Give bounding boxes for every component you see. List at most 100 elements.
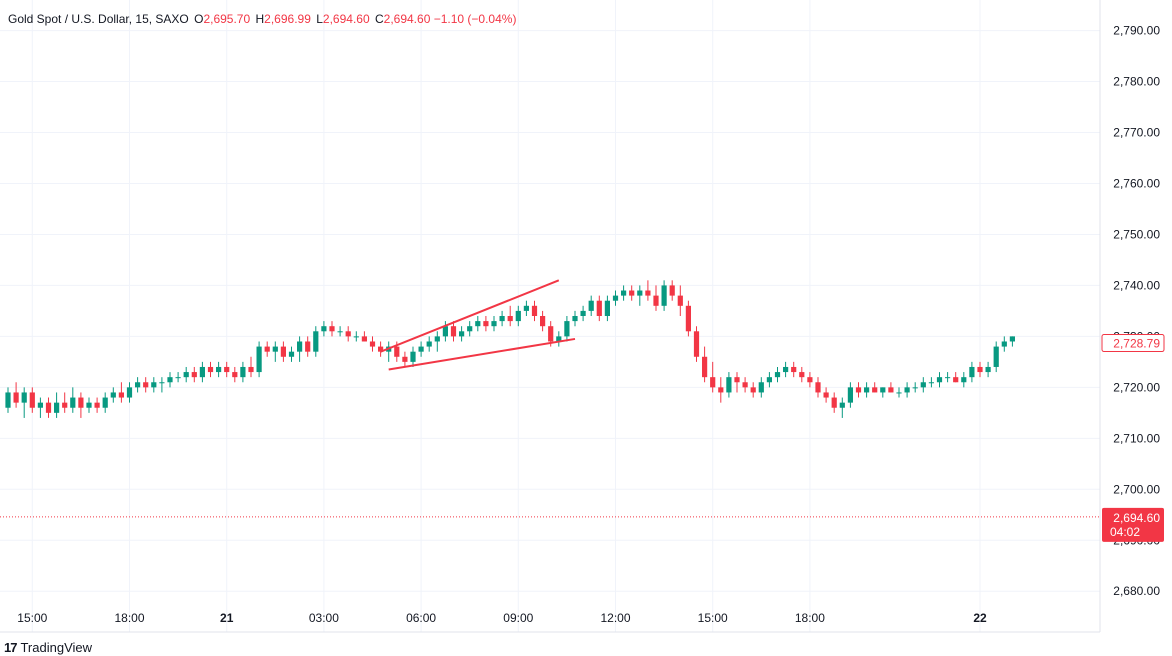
candle-body bbox=[791, 366, 797, 373]
candle-body bbox=[369, 341, 376, 347]
candle-body bbox=[329, 326, 335, 332]
candle-body bbox=[588, 300, 594, 311]
candle-up bbox=[523, 300, 529, 316]
candle-up bbox=[588, 295, 594, 316]
candle-body bbox=[256, 346, 262, 373]
candle-down bbox=[718, 377, 724, 403]
candle-body bbox=[467, 326, 473, 332]
candle-down bbox=[540, 310, 546, 332]
candle-body bbox=[321, 326, 327, 332]
candle-body bbox=[847, 387, 853, 403]
candle-down bbox=[264, 341, 270, 357]
candle-body bbox=[742, 382, 748, 388]
candle-up bbox=[726, 372, 732, 398]
candle-down bbox=[29, 387, 35, 413]
candle-up bbox=[313, 326, 319, 357]
candle-down bbox=[685, 300, 691, 337]
candle-down bbox=[629, 285, 635, 301]
low-value: 2,694.60 bbox=[322, 12, 370, 26]
candle-body bbox=[572, 316, 578, 322]
candle-up bbox=[86, 397, 92, 413]
candle-up bbox=[126, 382, 133, 403]
candle-body bbox=[815, 382, 821, 393]
candle-body bbox=[920, 382, 926, 388]
candle-up bbox=[1009, 336, 1015, 347]
price-tick-label: 2,770.00 bbox=[1113, 126, 1160, 140]
candle-up bbox=[353, 331, 359, 342]
candle-down bbox=[710, 361, 716, 393]
candle-body bbox=[288, 351, 295, 357]
candle-body bbox=[548, 326, 554, 342]
time-tick-label: 18:00 bbox=[795, 611, 825, 625]
candle-down bbox=[531, 300, 538, 322]
candle-down bbox=[799, 366, 805, 383]
candle-body bbox=[604, 300, 610, 316]
candle-body bbox=[450, 326, 457, 337]
candle-body bbox=[135, 382, 141, 388]
candle-up bbox=[21, 387, 27, 418]
candle-up bbox=[621, 285, 627, 301]
candle-down bbox=[734, 372, 740, 393]
candle-body bbox=[718, 387, 724, 393]
candle-up bbox=[54, 392, 60, 418]
price-tick-label: 2,780.00 bbox=[1113, 75, 1160, 89]
candle-body bbox=[118, 392, 124, 398]
candle-body bbox=[961, 377, 967, 383]
candles-group bbox=[5, 280, 1015, 418]
candle-up bbox=[151, 377, 157, 393]
candle-body bbox=[54, 402, 60, 413]
change-value: −1.10 (−0.04%) bbox=[433, 12, 517, 26]
time-tick-label: 09:00 bbox=[503, 611, 533, 625]
candle-down bbox=[143, 377, 149, 393]
price-tick-label: 2,750.00 bbox=[1113, 227, 1160, 241]
candle-up bbox=[297, 336, 303, 362]
time-tick-label: 18:00 bbox=[114, 611, 144, 625]
last-price-tag-box bbox=[1101, 334, 1165, 353]
candle-up bbox=[920, 377, 926, 393]
candle-up bbox=[1001, 336, 1007, 352]
candle-up bbox=[410, 346, 416, 367]
candle-down bbox=[693, 326, 700, 362]
candle-up bbox=[515, 305, 521, 327]
candle-body bbox=[580, 310, 586, 316]
tradingview-brand[interactable]: 17 TradingView bbox=[4, 640, 92, 655]
candle-body bbox=[556, 336, 562, 342]
candle-down bbox=[62, 392, 68, 413]
candle-body bbox=[531, 305, 538, 316]
candle-up bbox=[572, 310, 578, 327]
candle-up bbox=[321, 321, 327, 337]
candle-up bbox=[847, 382, 853, 408]
candle-down bbox=[855, 382, 862, 398]
candle-body bbox=[774, 372, 781, 378]
candle-up bbox=[418, 341, 424, 357]
candle-up bbox=[167, 372, 173, 388]
candle-body bbox=[1001, 341, 1007, 347]
candle-body bbox=[62, 402, 68, 408]
candle-up bbox=[993, 341, 999, 373]
time-tick-label: 15:00 bbox=[698, 611, 728, 625]
candle-down bbox=[345, 326, 351, 342]
candle-body bbox=[985, 366, 991, 373]
candle-down bbox=[280, 341, 286, 362]
candle-up bbox=[199, 361, 205, 383]
candle-body bbox=[159, 382, 165, 384]
candle-up bbox=[386, 341, 392, 362]
candle-up bbox=[766, 372, 772, 388]
candle-up bbox=[961, 372, 967, 388]
candle-down bbox=[361, 331, 367, 342]
candle-up bbox=[499, 310, 505, 327]
candle-down bbox=[653, 285, 659, 311]
candle-down bbox=[888, 382, 894, 393]
candle-down bbox=[78, 392, 84, 418]
candle-up bbox=[556, 331, 562, 347]
symbol-title: Gold Spot / U.S. Dollar, 15, SAXO bbox=[8, 12, 189, 26]
candle-up bbox=[272, 341, 278, 362]
candle-up bbox=[216, 361, 222, 378]
candle-body bbox=[280, 346, 286, 357]
candle-up bbox=[936, 372, 943, 388]
candle-up bbox=[637, 285, 643, 306]
candle-down bbox=[224, 361, 230, 378]
candle-up bbox=[135, 377, 141, 393]
candle-up bbox=[612, 290, 619, 306]
